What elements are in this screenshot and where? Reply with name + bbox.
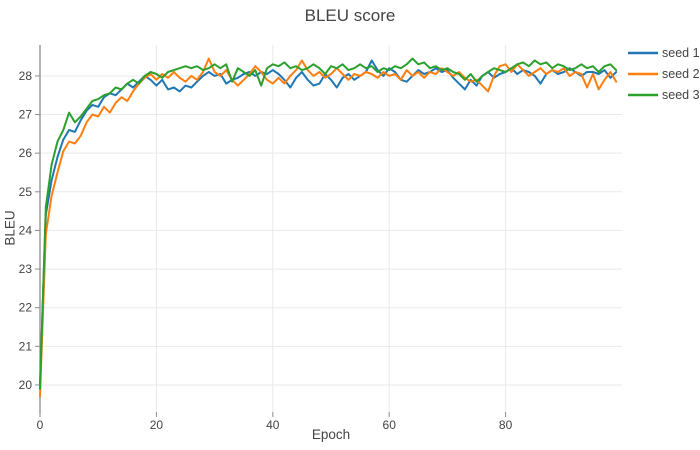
y-tick-label: 26: [19, 146, 33, 160]
x-tick-label: 80: [499, 418, 513, 432]
legend-label-seed-3: seed 3: [662, 88, 700, 102]
y-tick-label: 24: [19, 223, 33, 237]
x-axis-title: Epoch: [311, 427, 351, 442]
chart-title: BLEU score: [304, 6, 396, 25]
series-line-seed-3[interactable]: [39, 57, 618, 390]
y-tick-label: 27: [19, 108, 33, 122]
y-tick-label: 20: [19, 378, 33, 392]
y-tick-label: 21: [19, 339, 33, 353]
series-line-seed-1[interactable]: [39, 59, 618, 386]
x-tick-label: 60: [383, 418, 397, 432]
x-tick-label: 0: [37, 418, 44, 432]
legend-item-seed-1[interactable]: seed 1: [628, 46, 700, 60]
y-tick-label: 22: [19, 301, 33, 315]
y-tick-label: 28: [19, 69, 33, 83]
y-tick-label: 25: [19, 185, 33, 199]
x-tick-label: 20: [150, 418, 164, 432]
series-line-seed-2[interactable]: [39, 57, 618, 398]
legend-item-seed-3[interactable]: seed 3: [628, 88, 700, 102]
y-axis-title: BLEU: [2, 210, 18, 246]
y-tick-label: 23: [19, 262, 33, 276]
legend-label-seed-2: seed 2: [662, 67, 700, 81]
legend-item-seed-2[interactable]: seed 2: [628, 67, 700, 81]
x-tick-label: 40: [266, 418, 280, 432]
legend-label-seed-1: seed 1: [662, 46, 700, 60]
